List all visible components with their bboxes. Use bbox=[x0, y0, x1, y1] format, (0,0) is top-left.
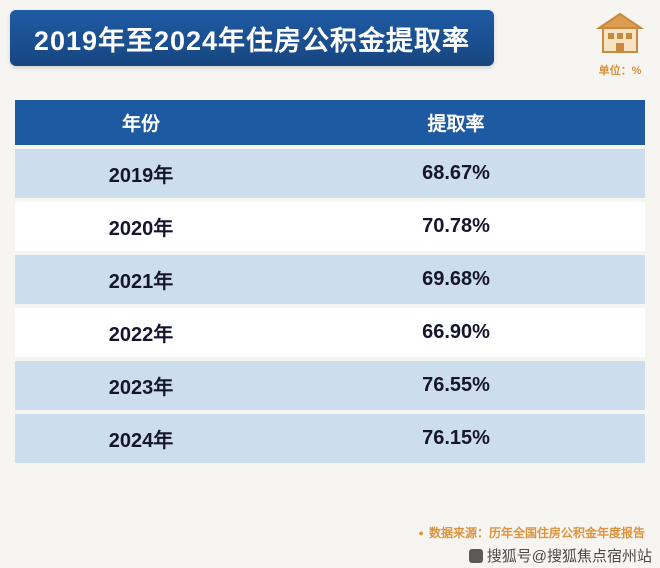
table-header-row: 年份 提取率 bbox=[15, 100, 645, 145]
table-row: 2019年 68.67% bbox=[15, 149, 645, 198]
year-cell: 2024年 bbox=[108, 430, 174, 452]
year-cell: 2019年 bbox=[108, 165, 174, 187]
table-row: 2021年 69.68% bbox=[15, 255, 645, 304]
house-icon bbox=[595, 12, 645, 58]
source-text: 数据来源：历年全国住房公积金年度报告 bbox=[428, 526, 645, 540]
year-cell: 2022年 bbox=[108, 324, 174, 346]
rate-cell: 66.90% bbox=[422, 321, 490, 343]
table-row: 2023年 76.55% bbox=[15, 361, 645, 410]
page-title: 2019年至2024年住房公积金提取率 bbox=[33, 25, 471, 56]
header-rate: 提取率 bbox=[427, 114, 485, 135]
table-row: 2022年 66.90% bbox=[15, 308, 645, 357]
year-cell: 2021年 bbox=[108, 271, 174, 293]
icon-block: 单位：% bbox=[592, 12, 648, 78]
source-note: ● 数据来源：历年全国住房公积金年度报告 bbox=[419, 524, 645, 541]
rate-cell: 70.78% bbox=[422, 215, 490, 237]
rate-cell: 76.55% bbox=[422, 374, 490, 396]
rate-cell: 68.67% bbox=[422, 162, 490, 184]
header-year: 年份 bbox=[121, 114, 160, 135]
watermark-text: 搜狐号@搜狐焦点宿州站 bbox=[486, 548, 652, 565]
rate-cell: 69.68% bbox=[422, 268, 490, 290]
sohu-logo-icon bbox=[468, 548, 483, 563]
title-bar: 2019年至2024年住房公积金提取率 bbox=[10, 10, 494, 66]
rate-cell: 76.15% bbox=[422, 427, 490, 449]
table-row: 2024年 76.15% bbox=[15, 414, 645, 463]
rate-table: 年份 提取率 2019年 68.67% 2020年 70.78% 2021年 6… bbox=[15, 100, 645, 463]
table-row: 2020年 70.78% bbox=[15, 202, 645, 251]
year-cell: 2020年 bbox=[108, 218, 174, 240]
year-cell: 2023年 bbox=[108, 377, 174, 399]
dot-icon: ● bbox=[418, 527, 424, 538]
watermark: 搜狐号@搜狐焦点宿州站 bbox=[468, 545, 652, 566]
unit-label: 单位：% bbox=[598, 65, 642, 77]
